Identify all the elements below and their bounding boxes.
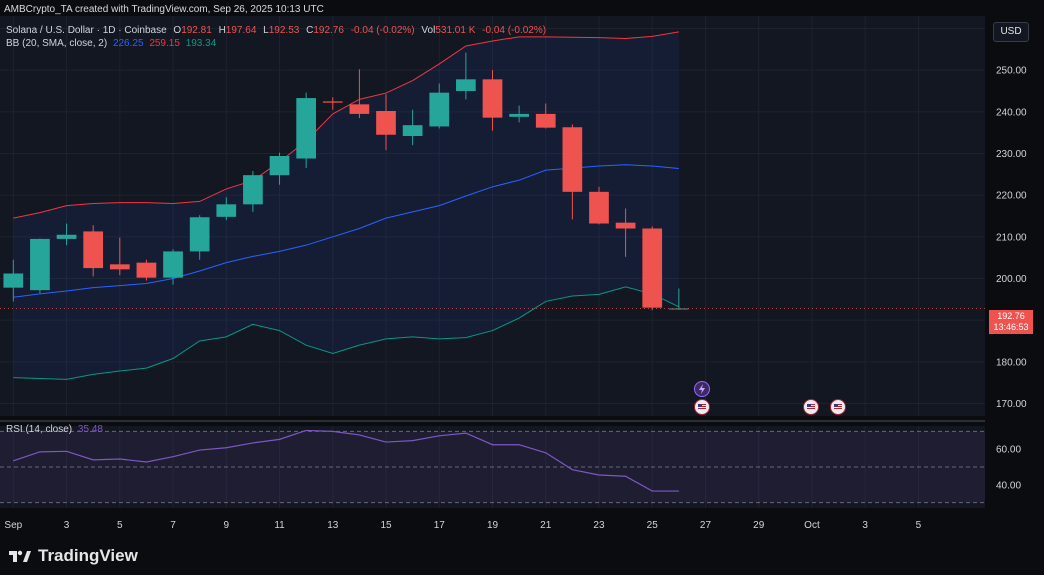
- y-axis-tick-label: 210.00: [996, 232, 1027, 243]
- ohlc-low: 192.53: [268, 25, 300, 36]
- candle-body[interactable]: [30, 238, 50, 291]
- volume-change: -0.04 (-0.02%): [482, 25, 547, 36]
- candle-body[interactable]: [163, 251, 183, 278]
- candle-body[interactable]: [83, 231, 104, 269]
- bb-band-fill: [13, 31, 679, 380]
- x-axis-tick-label: Oct: [804, 520, 820, 531]
- x-axis-tick-label: 27: [700, 520, 712, 531]
- candle-body[interactable]: [562, 127, 583, 192]
- candle-body[interactable]: [456, 79, 476, 91]
- y-axis-tick-label: 240.00: [996, 107, 1027, 118]
- candle-body[interactable]: [56, 234, 77, 239]
- x-axis-tick-label: 3: [64, 520, 70, 531]
- candle-body[interactable]: [3, 273, 24, 288]
- candle-body[interactable]: [109, 264, 130, 270]
- ohlc-low-label: L: [263, 25, 269, 36]
- volume-label: Vol: [421, 25, 436, 36]
- bb-upper-value: 259.15: [149, 38, 180, 49]
- y-axis-tick-label: 250.00: [996, 66, 1027, 77]
- brand-name: TradingView: [38, 546, 138, 565]
- bb-legend: BB (20, SMA, close, 2) 226.25 259.15 193…: [6, 38, 216, 49]
- x-axis-tick-label: 3: [862, 520, 868, 531]
- flash-event-icon[interactable]: [694, 381, 710, 397]
- rsi-axis-tick-label: 40.00: [996, 480, 1021, 491]
- rsi-label[interactable]: RSI (14, close): [6, 424, 73, 435]
- ohlc-close: 192.76: [313, 25, 344, 36]
- us-flag-event-icon[interactable]: [694, 399, 710, 415]
- candle-body[interactable]: [402, 125, 423, 136]
- candle-body[interactable]: [429, 92, 450, 127]
- x-axis-tick-label: 9: [224, 520, 230, 531]
- bb-lower-value: 193.34: [185, 38, 217, 49]
- y-axis-tick-label: 220.00: [996, 191, 1027, 202]
- x-axis-tick-label: 5: [916, 520, 922, 531]
- candle-body[interactable]: [482, 79, 503, 118]
- created-by-caption: AMBCrypto_TA created with TradingView.co…: [4, 4, 324, 15]
- bb-label[interactable]: BB (20, SMA, close, 2): [6, 38, 108, 49]
- us-flag-icon: [834, 404, 842, 409]
- ohlc-high: 197.64: [225, 25, 257, 36]
- candle-body[interactable]: [189, 217, 210, 252]
- candle-body[interactable]: [376, 111, 396, 135]
- symbol-name[interactable]: Solana / U.S. Dollar · 1D · Coinbase: [6, 25, 167, 36]
- candle-body[interactable]: [269, 156, 290, 176]
- candle-body[interactable]: [589, 191, 609, 224]
- y-axis-tick-label: 170.00: [996, 399, 1027, 410]
- candle-body[interactable]: [349, 104, 370, 114]
- bar-countdown: 13:46:53: [993, 322, 1029, 332]
- symbol-legend: Solana / U.S. Dollar · 1D · Coinbase O19…: [6, 25, 546, 36]
- tradingview-logo-icon: [9, 550, 31, 562]
- bb-upper-line[interactable]: [13, 31, 679, 219]
- lightning-icon: [699, 384, 705, 394]
- candle-body[interactable]: [509, 113, 529, 117]
- ohlc-high-label: H: [218, 25, 226, 36]
- x-axis-tick-label: 23: [593, 520, 605, 531]
- us-flag-icon: [807, 404, 815, 409]
- candle-body[interactable]: [642, 228, 663, 308]
- x-axis-tick-label: 15: [380, 520, 392, 531]
- x-axis-tick-label: 11: [274, 520, 285, 531]
- y-axis-tick-label: 200.00: [996, 274, 1027, 285]
- x-axis-tick-label: 25: [647, 520, 659, 531]
- bb-lower-line[interactable]: [13, 286, 680, 380]
- candle-body[interactable]: [615, 222, 636, 229]
- rsi-legend: RSI (14, close) 35.48: [6, 424, 103, 435]
- rsi-axis-tick-label: 60.00: [996, 445, 1021, 456]
- candle-body[interactable]: [243, 175, 263, 205]
- rsi-line[interactable]: [13, 429, 679, 492]
- price-change: -0.04 (-0.02%): [350, 25, 415, 36]
- x-axis-tick-label: 29: [753, 520, 765, 531]
- ohlc-open-label: O: [173, 25, 182, 36]
- us-flag-icon: [698, 404, 706, 409]
- x-axis-tick-label: 7: [170, 520, 176, 531]
- ohlc-close-label: C: [306, 25, 314, 36]
- x-axis-tick-label: 21: [540, 520, 552, 531]
- candle-body[interactable]: [136, 262, 157, 278]
- last-price-value: 192.76: [997, 311, 1025, 321]
- ohlc-open: 192.81: [181, 25, 212, 36]
- x-axis-tick-label: 13: [327, 520, 339, 531]
- candle-body[interactable]: [669, 308, 689, 310]
- x-axis-tick-label: 17: [434, 520, 446, 531]
- us-flag-event-icon[interactable]: [830, 399, 846, 415]
- volume-value: 531.01 K: [435, 25, 476, 36]
- x-axis-tick-label: 19: [487, 520, 499, 531]
- tradingview-logo[interactable]: TradingView: [8, 546, 138, 566]
- rsi-value: 35.48: [77, 424, 103, 435]
- bb-basis-value: 226.25: [112, 38, 144, 49]
- y-axis-tick-label: 230.00: [996, 149, 1027, 160]
- candle-body[interactable]: [535, 113, 556, 128]
- us-flag-event-icon[interactable]: [803, 399, 819, 415]
- last-price-tag: 192.76 13:46:53: [989, 310, 1033, 334]
- candle-body[interactable]: [296, 98, 316, 159]
- candle-body[interactable]: [322, 101, 343, 103]
- x-axis-tick-label: 5: [117, 520, 123, 531]
- candle-body[interactable]: [216, 204, 237, 217]
- y-axis-tick-label: 180.00: [996, 357, 1027, 368]
- x-axis-tick-label: Sep: [4, 520, 22, 531]
- currency-button[interactable]: USD: [993, 22, 1029, 42]
